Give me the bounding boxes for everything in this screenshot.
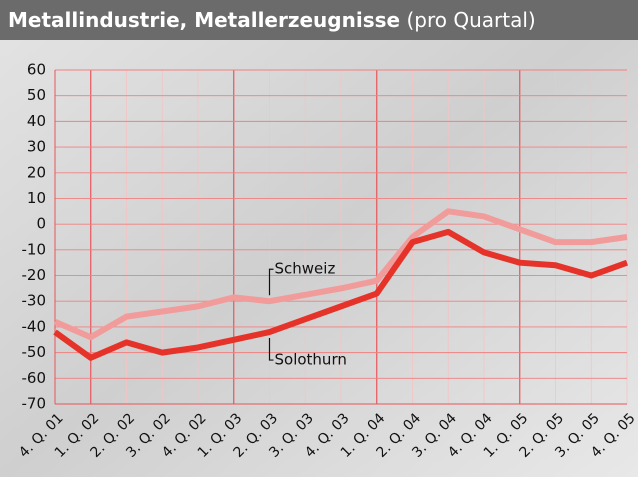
y-tick-label: 0 [36, 215, 46, 233]
y-tick-label: 10 [27, 189, 46, 207]
chart-subtitle: (pro Quartal) [406, 8, 535, 32]
y-tick-label: 50 [27, 86, 46, 104]
series-label: Schweiz [275, 260, 336, 278]
y-tick-label: -60 [22, 369, 47, 387]
y-tick-label: -40 [22, 317, 47, 335]
title-group: Metallindustrie, Metallerzeugnisse (pro … [8, 8, 536, 32]
y-tick-label: -70 [22, 395, 47, 413]
y-tick-label: -50 [22, 343, 47, 361]
y-tick-label: -10 [22, 240, 47, 258]
chart: Metallindustrie, Metallerzeugnisse (pro … [0, 0, 638, 477]
series-label: Solothurn [275, 351, 347, 369]
chart-title: Metallindustrie, Metallerzeugnisse [8, 8, 400, 32]
y-tick-label: 20 [27, 163, 46, 181]
y-tick-label: -30 [22, 292, 47, 310]
y-tick-label: 40 [27, 112, 46, 130]
y-tick-label: 30 [27, 138, 46, 156]
y-tick-label: -20 [22, 266, 47, 284]
y-tick-label: 60 [27, 61, 46, 79]
